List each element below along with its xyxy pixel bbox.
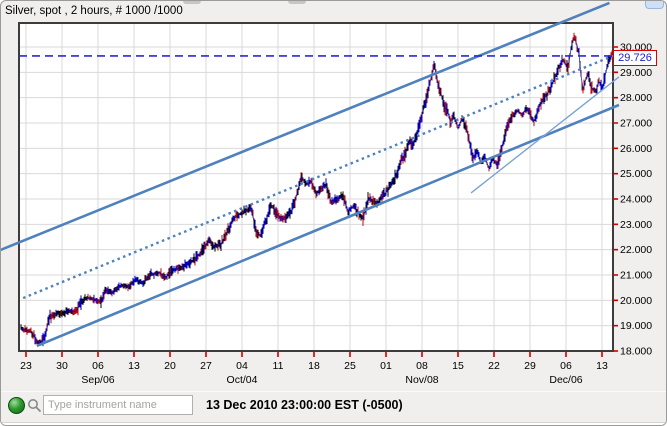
x-axis-tick-label: 22 [488, 360, 500, 372]
trend-channel-lower-line [36, 103, 620, 348]
y-axis-tick-label: 25.000 [620, 168, 652, 180]
y-axis-tick-label: 21.000 [620, 270, 652, 282]
price-chart: 30.00029.00028.00027.00026.00025.00024.0… [1, 1, 652, 386]
y-axis-tick-label: 24.000 [620, 194, 652, 206]
plot-border [18, 22, 614, 352]
chart-title: Silver, spot , 2 hours, # 1000 /1000 [5, 5, 183, 17]
x-axis-tick-label: 20 [164, 360, 176, 372]
x-axis-month-label: Dec/06 [549, 374, 582, 386]
timestamp: 13 Dec 2010 23:00:00 EST (-0500) [206, 398, 403, 412]
plot-background [19, 23, 613, 351]
x-axis-tick-label: 08 [416, 360, 428, 372]
x-axis-month-label: Oct/04 [227, 374, 258, 386]
scroll-thumb[interactable] [645, 1, 664, 9]
y-axis-tick-label: 26.000 [620, 143, 652, 155]
y-axis-tick-label: 23.000 [620, 219, 652, 231]
price-line [20, 38, 614, 344]
bottom-bar: 13 Dec 2010 23:00:00 EST (-0500) [1, 391, 666, 423]
connection-status-led [8, 397, 25, 414]
x-axis-tick-label: 29 [524, 360, 536, 372]
trend-channel-mid-dotted-line [22, 53, 616, 300]
x-axis-tick-label: 06 [92, 360, 104, 372]
x-axis-tick-label: 25 [344, 360, 356, 372]
x-axis-tick-label: 04 [236, 360, 248, 372]
tab-stub-left [183, 1, 201, 4]
y-axis-tick-label: 28.000 [620, 92, 652, 104]
tab-stub-right [288, 1, 306, 4]
y-axis-tick-label: 29.000 [620, 67, 652, 79]
x-axis-month-label: Nov/08 [405, 374, 438, 386]
x-axis-tick-label: 01 [380, 360, 392, 372]
y-axis-tick-label: 20.000 [620, 295, 652, 307]
x-axis-tick-label: 13 [128, 360, 140, 372]
x-axis-tick-label: 11 [273, 360, 284, 372]
y-axis-tick-label: 19.000 [620, 320, 652, 332]
x-axis-tick-label: 13 [596, 360, 608, 372]
x-axis-tick-label: 27 [200, 360, 212, 372]
window-footer [1, 422, 666, 425]
trend-channel-upper-line [1, 1, 610, 252]
search-icon [28, 399, 42, 413]
y-axis-tick-label: 27.000 [620, 118, 652, 130]
x-axis-tick-label: 23 [20, 360, 32, 372]
x-axis-tick-label: 18 [308, 360, 320, 372]
x-axis-tick-label: 15 [452, 360, 464, 372]
x-axis-tick-label: 06 [560, 360, 572, 372]
y-axis-tick-label: 22.000 [620, 244, 652, 256]
y-axis-tick-label: 18.000 [620, 346, 652, 358]
x-axis-tick-label: 30 [56, 360, 68, 372]
instrument-search-input[interactable] [43, 395, 193, 415]
chart-plot-area[interactable] [19, 23, 613, 351]
current-price-label: 29.726 [613, 50, 657, 66]
x-axis-month-label: Sep/06 [81, 374, 114, 386]
minor-trendline [470, 76, 620, 194]
